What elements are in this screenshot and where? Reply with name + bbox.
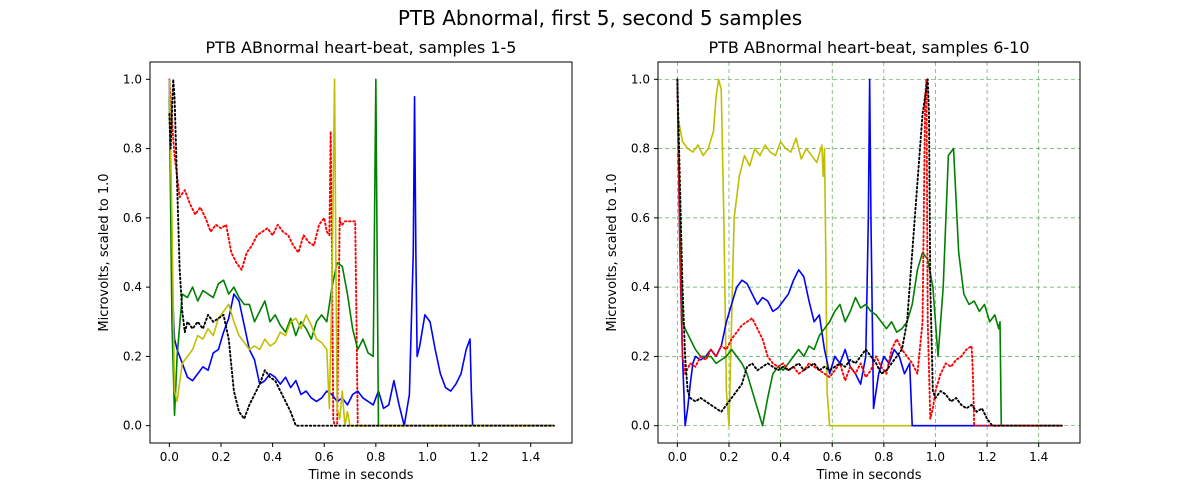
left-chart-panel: 0.0 0.2 0.4 0.6 0.8 1.0 1.2 1.4 0.0 0.2 0.4 0.6 0.8 1… (97, 38, 573, 483)
x-tick-label-3: 0.6 (315, 450, 334, 464)
x-axis-label: Time in seconds (815, 468, 921, 483)
y-tick-label-1: 0.2 (123, 349, 142, 363)
y-tick-label-0: 0.0 (631, 419, 650, 433)
x-tick-label-5: 1.0 (418, 450, 437, 464)
x-tick-label-6: 1.2 (978, 450, 997, 464)
y-tick-label-0: 0.0 (123, 419, 142, 433)
x-tick-label-7: 1.4 (521, 450, 540, 464)
x-tick-label-5: 1.0 (926, 450, 945, 464)
series-line-4 (676, 78, 1063, 427)
y-tick-label-4: 0.8 (123, 142, 142, 156)
series-line-4 (168, 78, 554, 427)
x-tick-label-6: 1.2 (470, 450, 489, 464)
x-tick-label-4: 0.8 (874, 450, 893, 464)
series-line-2 (676, 78, 1062, 427)
x-tick-label-7: 1.4 (1029, 450, 1048, 464)
series-line-5 (676, 78, 1063, 427)
y-tick-label-3: 0.6 (631, 211, 650, 225)
x-tick-label-0: 0.0 (160, 450, 179, 464)
x-axis-label: Time in seconds (307, 468, 413, 483)
y-tick-label-2: 0.4 (123, 280, 142, 294)
y-tick-label-4: 0.8 (631, 142, 650, 156)
series-line-1 (676, 78, 1062, 427)
y-tick-label-5: 1.0 (123, 72, 142, 86)
y-tick-label-5: 1.0 (631, 72, 650, 86)
series-line-3 (676, 79, 1062, 427)
right-chart-panel: 0.0 0.2 0.4 0.6 0.8 1.0 1.2 1.4 0.0 0.2 0.4 0.6 0.8 1… (605, 38, 1081, 483)
y-axis-label: Microvolts, scaled to 1.0 (605, 173, 620, 331)
y-axis-label: Microvolts, scaled to 1.0 (97, 173, 112, 331)
series-line-1 (168, 78, 555, 427)
y-tick-label-1: 0.2 (631, 349, 650, 363)
chart-title: PTB ABnormal heart-beat, samples 6-10 (708, 38, 1029, 57)
x-tick-label-2: 0.4 (263, 450, 282, 464)
x-tick-label-1: 0.2 (719, 450, 738, 464)
axes-frame (149, 61, 573, 444)
series-line-3 (168, 78, 554, 427)
axes-frame (657, 61, 1081, 444)
x-tick-label-2: 0.4 (771, 450, 790, 464)
chart-title: PTB ABnormal heart-beat, samples 1-5 (206, 38, 517, 57)
x-tick-label-1: 0.2 (211, 450, 230, 464)
x-tick-label-0: 0.0 (668, 450, 687, 464)
series-line-2 (168, 79, 554, 427)
figure-title: PTB Abnormal, first 5, second 5 samples (397, 6, 803, 30)
series-line-5 (168, 78, 555, 427)
x-tick-label-4: 0.8 (366, 450, 385, 464)
x-tick-label-3: 0.6 (823, 450, 842, 464)
y-tick-label-3: 0.6 (123, 211, 142, 225)
y-tick-label-2: 0.4 (631, 280, 650, 294)
